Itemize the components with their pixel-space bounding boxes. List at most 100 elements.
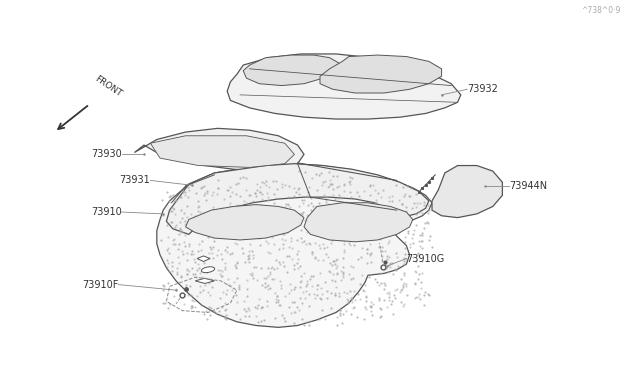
Point — [306, 208, 316, 214]
Point — [374, 282, 384, 288]
Point — [265, 250, 275, 256]
Point — [310, 254, 321, 260]
Point — [221, 306, 232, 312]
Point — [163, 305, 173, 311]
Point — [400, 246, 410, 251]
Point — [427, 244, 437, 250]
Point — [316, 296, 326, 302]
Point — [323, 254, 333, 260]
Point — [376, 306, 386, 312]
Point — [400, 239, 410, 245]
Point — [290, 284, 300, 290]
Point — [277, 231, 287, 237]
Point — [319, 205, 330, 211]
Point — [312, 282, 322, 288]
Point — [183, 292, 193, 298]
Point — [347, 175, 357, 181]
Point — [163, 245, 173, 251]
Point — [199, 260, 209, 266]
Point — [332, 185, 342, 190]
Point — [284, 291, 294, 296]
Point — [380, 261, 390, 267]
Point — [266, 264, 276, 270]
Point — [286, 238, 296, 244]
Point — [278, 246, 288, 251]
Point — [278, 259, 288, 265]
Point — [243, 253, 253, 259]
Point — [208, 206, 218, 212]
Point — [262, 220, 272, 226]
Point — [405, 241, 415, 247]
Point — [286, 287, 296, 293]
Point — [390, 250, 401, 256]
Point — [212, 177, 223, 183]
Point — [387, 193, 397, 199]
Point — [289, 193, 299, 199]
Point — [252, 181, 262, 187]
Point — [401, 292, 412, 298]
Point — [305, 241, 315, 247]
Point — [392, 254, 402, 260]
Point — [376, 244, 387, 250]
Point — [261, 304, 271, 310]
Point — [289, 309, 299, 315]
Point — [175, 194, 186, 200]
Point — [229, 230, 239, 236]
Point — [292, 260, 302, 266]
Point — [414, 238, 424, 244]
Point — [297, 197, 307, 203]
Point — [370, 187, 380, 193]
Point — [203, 276, 213, 282]
Point — [259, 317, 269, 323]
Point — [298, 209, 308, 215]
Point — [257, 196, 267, 202]
Point — [365, 250, 376, 256]
Point — [234, 282, 244, 288]
Polygon shape — [195, 278, 214, 283]
Point — [222, 281, 232, 287]
Point — [168, 237, 178, 243]
Point — [161, 222, 172, 228]
Point — [239, 259, 250, 265]
Point — [242, 286, 252, 292]
Point — [417, 279, 427, 285]
Point — [406, 235, 417, 241]
Point — [231, 292, 241, 298]
Point — [424, 292, 435, 298]
Point — [314, 315, 324, 321]
Point — [271, 257, 282, 263]
Point — [316, 295, 326, 301]
Point — [381, 265, 392, 271]
Point — [215, 295, 225, 301]
Point — [223, 187, 233, 193]
Point — [403, 230, 413, 236]
Point — [280, 237, 290, 243]
Point — [396, 288, 406, 294]
Point — [311, 221, 321, 227]
Point — [270, 195, 280, 201]
Point — [227, 286, 237, 292]
Point — [390, 231, 401, 237]
Point — [256, 202, 266, 208]
Point — [312, 286, 322, 292]
Point — [216, 273, 226, 279]
Point — [179, 301, 189, 307]
Point — [339, 188, 349, 194]
Point — [243, 219, 253, 225]
Point — [294, 219, 305, 225]
Point — [300, 217, 310, 222]
Point — [338, 269, 348, 275]
Point — [205, 292, 215, 298]
Point — [388, 311, 399, 317]
Point — [186, 248, 196, 254]
Point — [188, 251, 198, 257]
Point — [177, 215, 188, 221]
Point — [262, 298, 272, 304]
Point — [328, 258, 339, 264]
Point — [187, 265, 197, 271]
Point — [344, 179, 355, 185]
Point — [251, 264, 261, 270]
Point — [381, 290, 392, 296]
Point — [271, 186, 282, 192]
Point — [383, 296, 394, 302]
